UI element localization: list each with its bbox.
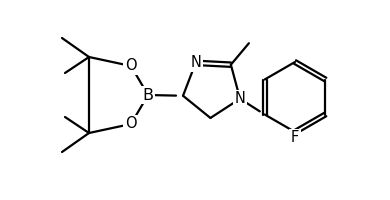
Text: N: N <box>234 91 245 106</box>
Text: O: O <box>125 58 137 73</box>
Text: B: B <box>142 88 154 102</box>
Text: O: O <box>125 116 137 132</box>
Text: F: F <box>291 130 299 146</box>
Text: N: N <box>190 55 201 70</box>
